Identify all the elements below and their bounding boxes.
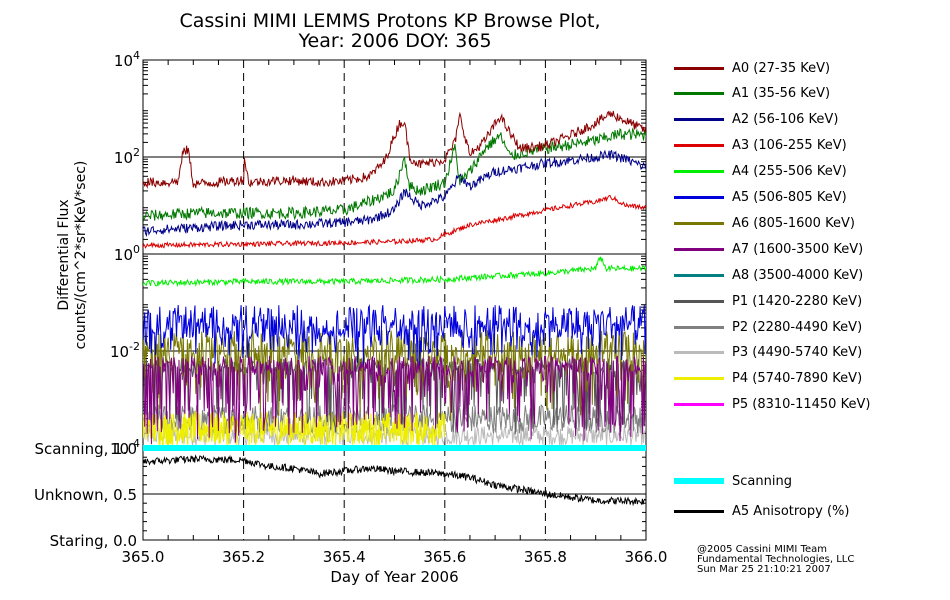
credit-line: Sun Mar 25 21:10:21 2007 — [697, 564, 831, 575]
anisotropy-line — [142, 454, 647, 507]
credit-line: Fundamental Technologies, LLC — [697, 554, 855, 565]
x-tick-label: 365.2 — [222, 548, 265, 566]
legend-item: P1 (1420-2280 KeV) — [674, 291, 862, 311]
y-tick-label: 104 — [114, 49, 140, 70]
legend-label: A2 (56-106 KeV) — [732, 112, 839, 128]
legend-swatch — [674, 325, 724, 329]
legend-item: A1 (35-56 KeV) — [674, 84, 830, 104]
flux-series-line — [143, 256, 646, 288]
legend-label: A0 (27-35 KeV) — [732, 60, 831, 76]
legend-item: P4 (5740-7890 KeV) — [674, 369, 862, 389]
legend-label: P2 (2280-4490 KeV) — [732, 319, 863, 335]
legend-swatch — [674, 247, 724, 251]
y-tick-label: Staring, 0.0 — [50, 532, 137, 550]
legend-label: P1 (1420-2280 KeV) — [732, 293, 863, 309]
y-axis-title: Differential Flux — [56, 199, 72, 310]
legend-item: P5 (8310-11450 KeV) — [674, 395, 870, 415]
legend-swatch — [674, 351, 724, 355]
legend-item-anisotropy: A5 Anisotropy (%) — [674, 501, 849, 521]
legend-swatch — [674, 478, 724, 484]
legend-label: P4 (5740-7890 KeV) — [732, 371, 863, 387]
legend-item: A4 (255-506 KeV) — [674, 162, 847, 182]
y-tick-label: 102 — [114, 146, 140, 167]
legend-item-scanning: Scanning — [674, 471, 792, 491]
legend-label: A8 (3500-4000 KeV) — [732, 267, 864, 283]
legend-label: A1 (35-56 KeV) — [732, 86, 831, 102]
flux-series-line — [143, 354, 646, 445]
flux-panel: 104 102 100 10-2 10-4 Differential Flux counts… — [56, 49, 647, 458]
y-tick-label: 10-4 — [110, 437, 140, 458]
legend-label: P5 (8310-11450 KeV) — [732, 397, 871, 413]
legend-label: A7 (1600-3500 KeV) — [732, 241, 864, 257]
y-tick-label: 10-2 — [110, 340, 140, 361]
x-tick-label: 365.4 — [323, 548, 366, 566]
flux-series-line — [143, 110, 646, 189]
x-tick-label: 366.0 — [625, 548, 668, 566]
y-tick-label: 100 — [114, 243, 140, 264]
legend-swatch — [674, 509, 724, 513]
legend-swatch — [674, 66, 724, 70]
legend-item: A0 (27-35 KeV) — [674, 58, 830, 78]
legend-label: A5 (506-805 KeV) — [732, 190, 847, 205]
x-tick-label: 365.8 — [524, 548, 567, 566]
legend-label: Scanning — [732, 473, 792, 489]
flux-series-line — [143, 410, 446, 447]
legend-item: P3 (4490-5740 KeV) — [674, 343, 862, 363]
chart-title-line2: Year: 2006 DOY: 365 — [297, 30, 491, 52]
legend-item: A7 (1600-3500 KeV) — [674, 239, 863, 259]
x-tick-label: 365.6 — [423, 548, 466, 566]
legend-swatch — [674, 118, 724, 122]
chart-title-line1: Cassini MIMI LEMMS Protons KP Browse Plo… — [179, 10, 600, 32]
legend-item: A6 (805-1600 KeV) — [674, 213, 855, 233]
legend-item: A8 (3500-4000 KeV) — [674, 265, 863, 285]
legend-label: A6 (805-1600 KeV) — [732, 215, 855, 231]
y-axis-title: counts/(cm^2*sr*KeV*sec) — [73, 161, 89, 350]
legend-swatch — [674, 221, 724, 225]
credit-block: @2005 Cassini MIMI Team Fundamental Tech… — [697, 545, 854, 575]
legend-item: A2 (56-106 KeV) — [674, 110, 838, 130]
y-tick-label: Unknown, 0.5 — [34, 486, 137, 504]
flux-series-line — [143, 304, 646, 366]
legend-swatch — [674, 144, 724, 148]
flux-series-line — [143, 194, 646, 249]
x-axis-title: Day of Year 2006 — [330, 568, 458, 586]
credit-line: @2005 Cassini MIMI Team — [697, 544, 827, 555]
legend-swatch — [674, 196, 724, 199]
flux-series-line — [143, 127, 646, 222]
legend-label: A5 Anisotropy (%) — [732, 503, 850, 519]
legend-item: A3 (106-255 KeV) — [674, 136, 847, 156]
y-tick-label: Scanning, 1.0 — [34, 440, 137, 458]
legend-swatch — [674, 377, 724, 381]
legend-label: A3 (106-255 KeV) — [732, 138, 847, 154]
legend-swatch — [674, 170, 724, 174]
legend-item: P2 (2280-4490 KeV) — [674, 317, 862, 337]
legend-item: A5 (506-805 KeV) — [674, 188, 847, 208]
legend-label: A4 (255-506 KeV) — [732, 164, 847, 180]
x-tick-label: 365.0 — [122, 548, 165, 566]
legend-label: P3 (4490-5740 KeV) — [732, 345, 863, 361]
legend-swatch — [674, 403, 724, 407]
legend-swatch — [674, 299, 724, 303]
legend-swatch — [674, 273, 724, 277]
legend-swatch — [674, 92, 724, 96]
flux-series-line — [143, 149, 646, 238]
